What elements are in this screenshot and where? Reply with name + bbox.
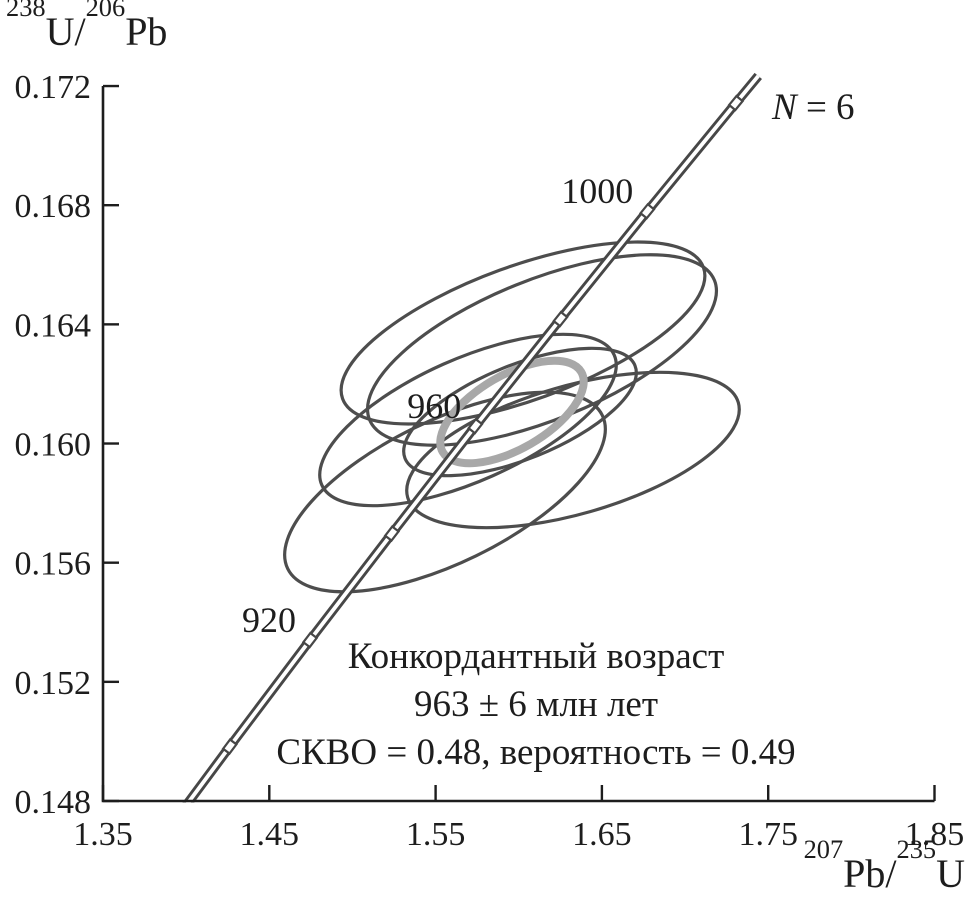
y-axis-title: 238U/206Pb [6,0,168,55]
annotation-line: СКВО = 0.48, вероятность = 0.49 [276,732,796,773]
annotation-line: Конкордантный возраст [347,636,725,677]
isotope-superscript: 207 [803,834,844,865]
y-tick-label: 0.168 [15,188,92,225]
error-ellipse [402,346,638,478]
isotope-superscript: 206 [85,0,126,23]
age-marker [638,202,656,220]
error-ellipse [405,370,741,530]
label-text: = 6 [796,87,855,128]
age-marker [383,525,401,543]
label-text: U/ [45,9,86,54]
y-tick-label: 0.156 [15,546,92,583]
age-label: 960 [407,386,461,426]
y-tick-label: 0.164 [15,307,92,344]
isotope-superscript: 235 [896,834,937,865]
x-tick-label: 1.35 [73,816,133,853]
annotation-line: 963 ± 6 млн лет [413,684,659,725]
x-axis-title: 207Pb/235U [775,836,965,897]
label-text: N [772,87,797,128]
x-tick-label: 1.45 [240,816,300,853]
concordant-age-annotation: Конкордантный возраст 963 ± 6 млн лет СКВО… [236,633,836,777]
y-tick-label: 0.160 [15,427,92,464]
age-marker [301,631,319,649]
y-tick-label: 0.148 [15,784,92,821]
x-tick-label: 1.85 [905,816,965,853]
error-ellipse [318,332,618,508]
age-label: 920 [242,600,296,640]
age-marker [727,94,745,112]
label-text: U [936,851,965,896]
y-tick-label: 0.152 [15,665,92,702]
label-text: Pb [125,9,168,54]
x-tick-label: 1.65 [572,816,632,853]
concordia-age-ellipse [436,356,588,468]
y-tick-label: 0.172 [15,69,92,106]
label-text: Pb/ [843,851,897,896]
age-label: 1000 [561,171,633,211]
x-tick-label: 1.75 [738,816,798,853]
age-marker [221,738,238,756]
isotope-superscript: 238 [6,0,46,23]
x-tick-label: 1.55 [406,816,466,853]
error-ellipse [339,240,707,426]
age-marker [467,417,484,435]
sample-count-label: N = 6 [772,86,932,129]
age-marker [552,310,569,328]
